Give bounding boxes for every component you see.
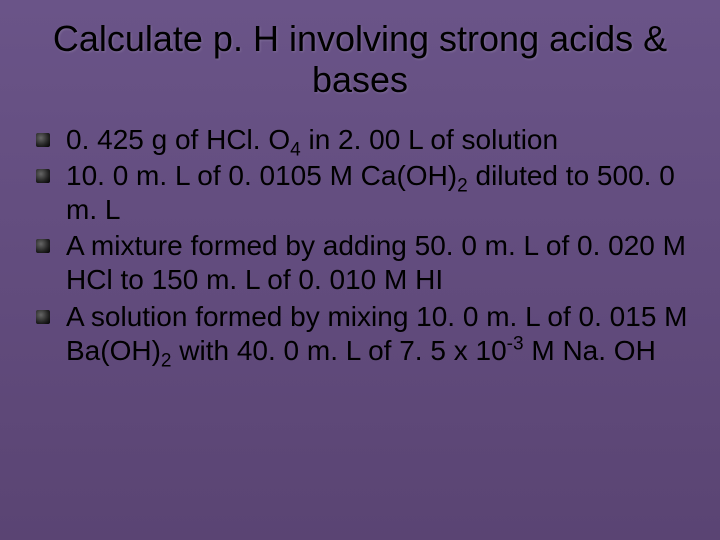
bullet-text: 0. 425 g of HCl. O4 in 2. 00 L of soluti… (66, 124, 558, 155)
bullet-text: A mixture formed by adding 50. 0 m. L of… (66, 230, 686, 295)
bullet-item: A mixture formed by adding 50. 0 m. L of… (66, 229, 692, 297)
bullet-text: A solution formed by mixing 10. 0 m. L o… (66, 301, 688, 366)
bullet-item: 10. 0 m. L of 0. 0105 M Ca(OH)2 diluted … (66, 159, 692, 227)
bullet-item: 0. 425 g of HCl. O4 in 2. 00 L of soluti… (66, 123, 692, 157)
bullet-list: 0. 425 g of HCl. O4 in 2. 00 L of soluti… (28, 123, 692, 368)
slide-title: Calculate p. H involving strong acids & … (28, 18, 692, 101)
bullet-text: 10. 0 m. L of 0. 0105 M Ca(OH)2 diluted … (66, 160, 675, 225)
bullet-item: A solution formed by mixing 10. 0 m. L o… (66, 300, 692, 368)
